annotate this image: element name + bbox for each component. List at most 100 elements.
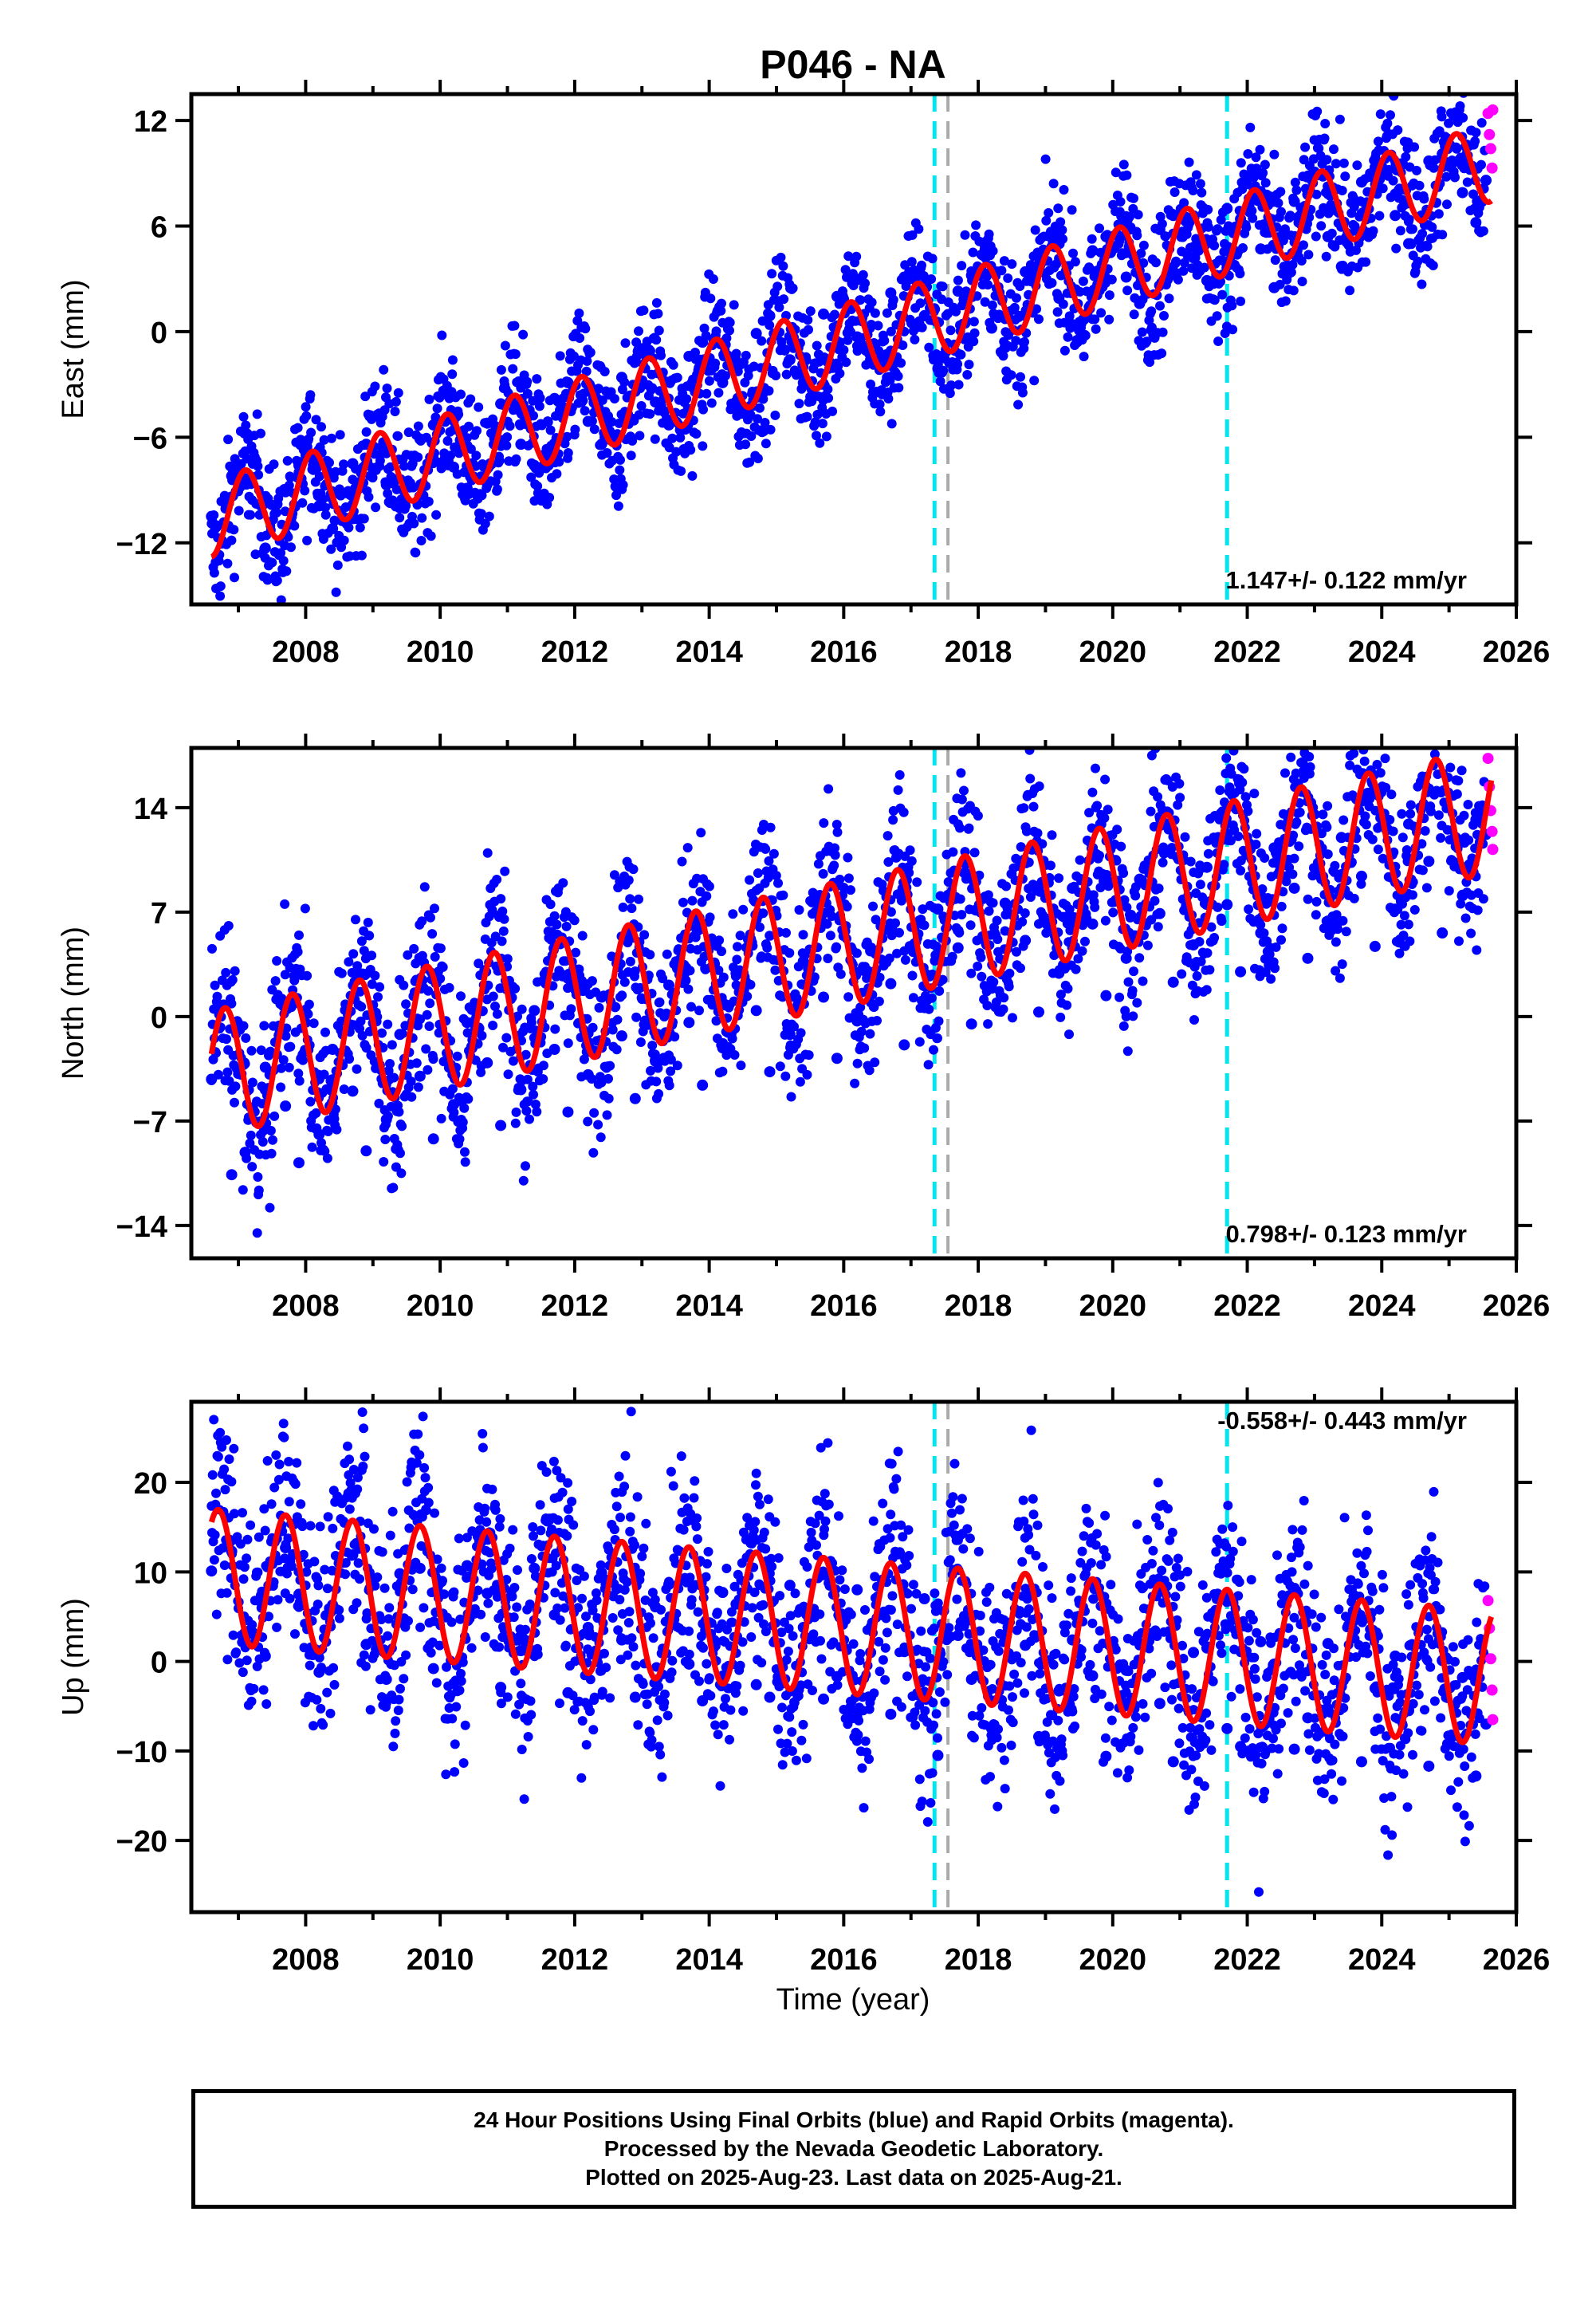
- east-data-point: [1423, 155, 1435, 167]
- north-y-tick-label: 0: [151, 1002, 167, 1035]
- up-data-point: [562, 1686, 574, 1698]
- figure-title: P046 - NA: [760, 42, 945, 87]
- north-data-point: [629, 1092, 641, 1104]
- north-data-point: [1120, 952, 1132, 964]
- up-data-point: [818, 1693, 830, 1705]
- up-rate-label: -0.558+/- 0.443 mm/yr: [1217, 1407, 1467, 1434]
- east-rate-label: 1.147+/- 0.122 mm/yr: [1226, 566, 1467, 594]
- up-data-point: [1302, 1712, 1314, 1724]
- up-data-point: [717, 1587, 729, 1599]
- north-data-point: [596, 991, 607, 1003]
- east-data-point: [952, 285, 964, 297]
- east-y-tick-label: −6: [133, 422, 167, 455]
- north-data-point: [898, 1039, 910, 1051]
- north-data-point: [482, 1057, 493, 1068]
- up-data-point: [1154, 1698, 1166, 1710]
- east-data-point: [615, 372, 627, 384]
- up-data-point: [1470, 1770, 1482, 1782]
- east-data-point: [1087, 245, 1099, 257]
- east-data-point: [562, 376, 574, 388]
- up-data-point: [1100, 1750, 1112, 1762]
- east-x-tick-label: 2026: [1483, 636, 1551, 669]
- north-data-point: [1403, 818, 1415, 830]
- north-model-fit-line: [208, 756, 1495, 1129]
- up-data-point: [1235, 1741, 1247, 1753]
- up-data-point: [683, 1658, 695, 1670]
- up-data-point: [1487, 1714, 1499, 1726]
- north-data-point: [730, 967, 742, 979]
- north-data-point: [999, 897, 1011, 909]
- up-x-tick-label: 2018: [945, 1943, 1012, 1977]
- east-data-point: [683, 350, 695, 362]
- east-data-point: [1154, 223, 1166, 235]
- footer-line-2: Processed by the Nevada Geodetic Laborat…: [603, 2136, 1104, 2161]
- up-data-point: [380, 1674, 392, 1686]
- east-data-point: [226, 470, 238, 482]
- north-data-point: [784, 1029, 796, 1041]
- east-data-point: [548, 392, 560, 404]
- north-x-tick-label: 2008: [272, 1289, 340, 1323]
- east-data-point: [1221, 203, 1233, 214]
- north-data-point: [1154, 907, 1166, 919]
- north-series-final-orbits: [206, 813, 1492, 1181]
- north-data-point: [259, 1061, 271, 1073]
- east-data-point: [697, 336, 709, 348]
- east-panel: 12 6 0 −6 −12 2008 2010 2012 2014 2016 2018 2020 202…: [57, 80, 1551, 669]
- north-data-point: [697, 1079, 709, 1091]
- up-data-point: [697, 1695, 709, 1707]
- north-data-point: [1302, 952, 1314, 964]
- north-x-tick-label: 2018: [945, 1289, 1012, 1323]
- up-data-point: [1033, 1730, 1045, 1742]
- up-final-orbit-cloud: [206, 1407, 1490, 1897]
- up-data-point: [1167, 1756, 1179, 1768]
- east-data-point: [1487, 104, 1499, 116]
- up-x-tick-label: 2014: [675, 1943, 743, 1977]
- up-data-point: [851, 1584, 863, 1596]
- east-data-point: [818, 308, 830, 320]
- north-x-tick-label: 2016: [810, 1289, 878, 1323]
- north-data-point: [865, 945, 877, 957]
- east-data-point: [1456, 187, 1468, 199]
- up-data-point: [259, 1650, 271, 1662]
- east-data-point: [1355, 176, 1367, 188]
- up-data-point: [414, 1562, 426, 1574]
- up-data-point: [1255, 1635, 1267, 1647]
- north-data-point: [347, 1085, 359, 1097]
- up-data-point: [662, 1579, 674, 1591]
- east-data-point: [1134, 297, 1146, 309]
- up-data-point: [1456, 1671, 1468, 1683]
- up-data-point: [482, 1588, 493, 1600]
- north-data-point: [515, 1084, 527, 1096]
- north-x-tick-label: 2010: [407, 1289, 474, 1323]
- up-y-tick-label: −10: [116, 1736, 167, 1769]
- east-data-point: [1484, 128, 1496, 140]
- east-data-point: [1470, 217, 1482, 229]
- north-data-point: [1100, 990, 1112, 1002]
- north-data-point: [1067, 882, 1079, 894]
- up-data-point: [1120, 1664, 1132, 1676]
- east-model-fit-line: [209, 131, 1494, 560]
- north-plot-frame: [189, 746, 1519, 1261]
- north-data-point: [1486, 825, 1498, 837]
- east-data-point: [1067, 319, 1079, 331]
- east-data-point: [1120, 271, 1132, 283]
- up-data-point: [1322, 1638, 1334, 1650]
- east-data-point: [461, 482, 473, 494]
- north-data-point: [1470, 813, 1482, 825]
- up-data-point: [280, 1542, 292, 1554]
- north-data-point: [764, 1066, 776, 1078]
- up-data-point: [1482, 1595, 1494, 1607]
- up-data-point: [1188, 1647, 1200, 1659]
- east-data-point: [831, 290, 843, 302]
- east-x-tick-label: 2018: [945, 636, 1012, 669]
- north-y-tick-label: −7: [133, 1106, 167, 1139]
- up-data-point: [1423, 1760, 1435, 1772]
- up-plot-area: [206, 1402, 1499, 1912]
- up-data-point: [394, 1568, 406, 1580]
- north-data-point: [582, 1068, 594, 1080]
- east-data-point: [1484, 143, 1496, 155]
- east-data-point: [1403, 238, 1415, 250]
- north-data-point: [1201, 861, 1213, 873]
- up-data-point: [313, 1667, 325, 1678]
